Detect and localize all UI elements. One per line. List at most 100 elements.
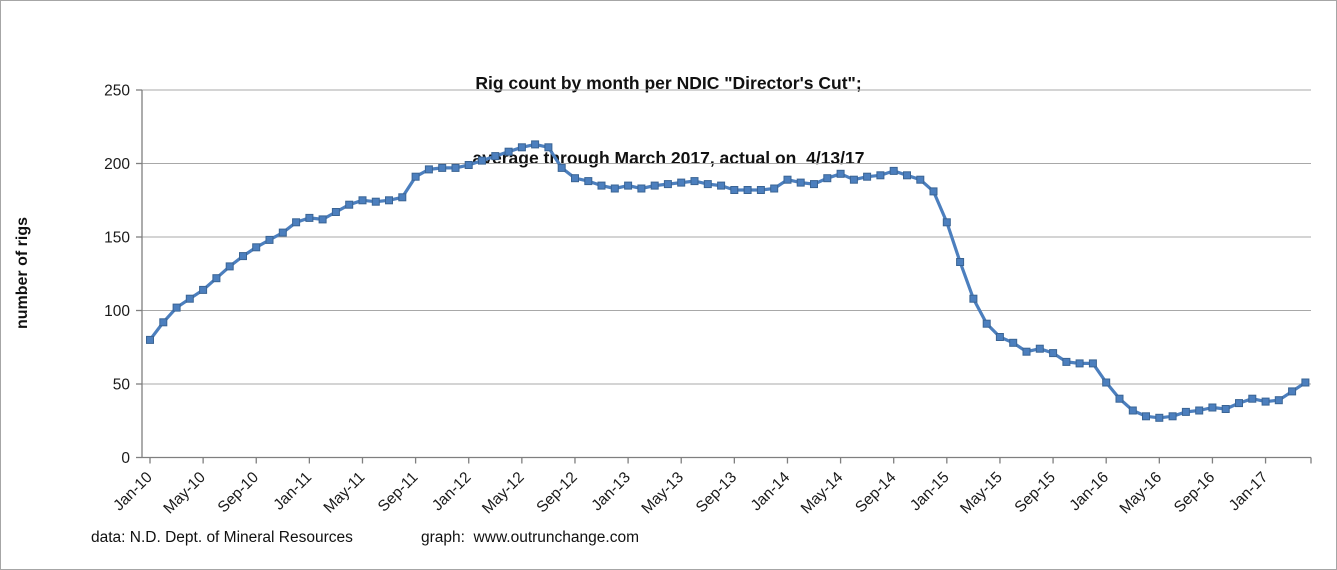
data-point-marker [610,184,619,193]
data-point-marker [690,177,699,186]
data-point-marker [1221,405,1230,413]
data-point-marker [743,186,752,194]
x-tick-label: Sep-11 [375,469,422,516]
data-point-marker [597,181,606,190]
x-tick-label: Jan-14 [748,469,794,515]
x-tick-label: May-11 [321,469,369,517]
data-point-marker [1022,347,1031,356]
data-point-marker [717,181,726,190]
data-point-marker [358,196,367,205]
data-point-marker [1301,378,1310,387]
data-point-marker [1075,359,1084,368]
y-tick-label: 50 [113,377,131,394]
data-point-marker [331,208,340,216]
data-point-marker [969,294,978,303]
y-tick-label: 150 [104,230,130,247]
data-point-marker [663,180,672,189]
x-tick-label: Jan-16 [1066,469,1112,515]
data-point-marker [504,147,513,156]
x-tick-label: May-10 [160,469,209,518]
data-point-marker [1168,412,1177,421]
data-point-marker [478,156,486,165]
data-point-marker [252,243,261,252]
x-tick-label: Jan-10 [110,469,156,515]
data-point-marker [584,177,593,186]
data-point-marker [903,171,911,180]
data-point-marker [876,171,885,180]
data-point-marker [464,161,473,169]
y-tick-label: 100 [104,303,130,320]
data-point-marker [1208,403,1217,412]
x-tick-label: Jan-11 [270,469,315,514]
data-point-marker [1181,407,1190,416]
data-point-marker [1195,406,1204,415]
data-point-marker [677,178,686,187]
data-point-marker [1049,349,1058,358]
data-point-marker [810,180,818,189]
data-point-marker [557,163,566,172]
y-tick-label: 200 [104,156,130,173]
data-point-marker [265,235,274,244]
x-tick-label: May-13 [638,469,687,518]
axes [141,90,1311,459]
x-tick-label: Sep-16 [1171,469,1218,516]
data-point-marker [1128,406,1137,415]
data-point-marker [1288,387,1297,396]
data-point-marker [730,186,739,194]
data-point-marker [305,213,314,222]
data-point-marker [836,169,845,178]
y-tick-label: 0 [121,450,130,467]
data-point-marker [1009,338,1018,347]
data-point-marker [889,166,898,175]
data-point-marker [637,184,646,193]
data-point-marker [438,163,447,172]
data-point-marker [451,163,460,172]
data-point-marker [159,318,168,327]
y-tick-label: 250 [104,83,130,100]
data-point-marker [225,262,234,271]
data-point-marker [292,218,301,227]
x-tick-label: Jan-17 [1226,469,1272,515]
data-point-marker [544,143,553,152]
data-point-marker [995,333,1004,341]
data-point-marker [1248,394,1257,403]
data-point-marker [424,165,433,174]
graph-credit: graph: www.outrunchange.com [421,529,639,546]
x-tick-label: Sep-13 [693,469,740,516]
data-point-marker [199,285,208,294]
data-point-marker [783,175,792,184]
x-axis: Jan-10 May-10 Sep-10 Jan-11 May-11 Sep-11 Jan-… [110,457,1312,518]
data-point-marker [956,258,965,266]
data-point-marker [863,172,872,181]
data-point-marker [1088,359,1097,368]
x-tick-label: Sep-14 [852,469,900,517]
data-point-marker [1142,412,1150,421]
gridlines [142,89,1311,385]
data-point-marker [624,181,633,190]
x-tick-label: Sep-10 [215,469,263,517]
x-tick-label: May-12 [479,469,528,518]
data-point-marker [491,152,500,161]
x-tick-label: May-16 [1117,469,1166,518]
x-tick-label: May-15 [957,469,1006,518]
data-point-marker [385,196,393,205]
data-point-marker [517,143,526,152]
data-point-marker [756,186,765,194]
data-point-marker [185,294,194,303]
data-point-marker [531,140,540,149]
data-point-marker [1115,394,1124,403]
data-point-marker [571,174,579,183]
data-point-marker [1155,413,1164,422]
y-axis: 0 50 100 150 200 250 [104,83,142,467]
series-line [148,142,1307,420]
data-point-marker [1102,378,1111,387]
data-point-marker [916,175,925,184]
x-tick-label: Sep-15 [1012,469,1059,516]
x-tick-label: Jan-12 [429,469,475,515]
x-tick-label: Sep-12 [533,469,580,516]
x-tick-label: Jan-15 [907,469,953,515]
data-point-marker [398,193,407,202]
rig-count-series [148,142,1307,420]
